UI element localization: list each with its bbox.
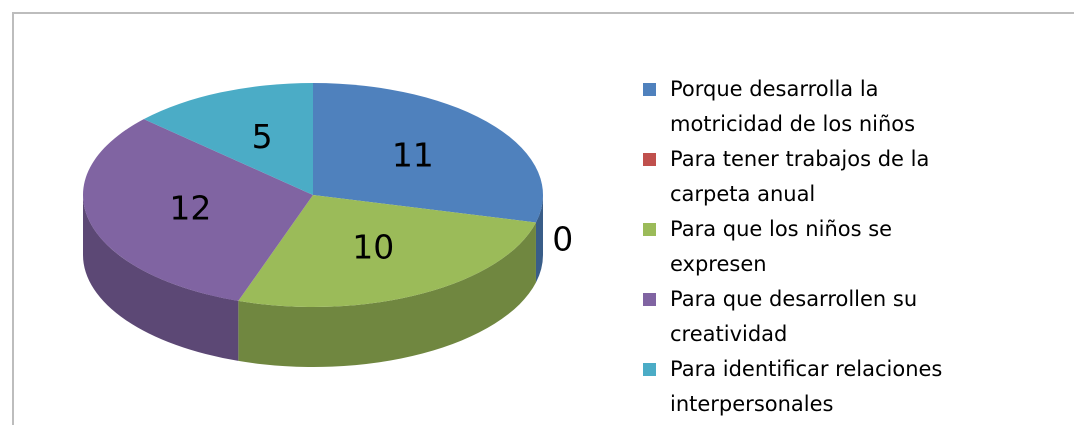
legend-label: Para tener trabajos de la carpeta anual: [670, 147, 930, 206]
pie-slice: [82, 119, 313, 301]
data-label: 12: [169, 189, 211, 228]
legend-swatch: [643, 223, 656, 236]
legend-swatch: [643, 83, 656, 96]
legend-item: Para identificar relaciones interpersona…: [640, 352, 990, 422]
pie-side: [535, 195, 543, 283]
pie-slice: [238, 195, 536, 307]
data-label: 10: [352, 228, 394, 267]
pie-area: 11 0 10 12 5: [82, 83, 573, 367]
legend-label: Porque desarrolla la motricidad de los n…: [670, 77, 916, 136]
pie-side: [83, 195, 239, 361]
legend-label: Para que desarrollen su creatividad: [670, 287, 918, 346]
legend-label: Para que los niños se expresen: [670, 217, 893, 276]
data-label: 0: [552, 219, 573, 258]
data-label: 5: [252, 117, 273, 156]
legend-item: Porque desarrolla la motricidad de los n…: [640, 72, 990, 142]
legend-swatch: [643, 363, 656, 376]
chart-frame: [12, 12, 1074, 425]
legend-swatch: [643, 153, 656, 166]
legend-item: Para que los niños se expresen: [640, 212, 990, 282]
data-label: 11: [392, 136, 434, 175]
legend-label: Para identificar relaciones interpersona…: [670, 357, 943, 416]
legend: Porque desarrolla la motricidad de los n…: [640, 72, 990, 422]
pie-slice: [313, 83, 543, 223]
legend-item: Para que desarrollen su creatividad: [640, 282, 990, 352]
pie-side: [238, 222, 536, 367]
legend-swatch: [643, 293, 656, 306]
pie-slice: [143, 83, 313, 195]
chart: 11 0 10 12 5 Porque desarrolla la motricidad…: [12, 12, 1074, 425]
legend-item: Para tener trabajos de la carpeta anual: [640, 142, 990, 212]
